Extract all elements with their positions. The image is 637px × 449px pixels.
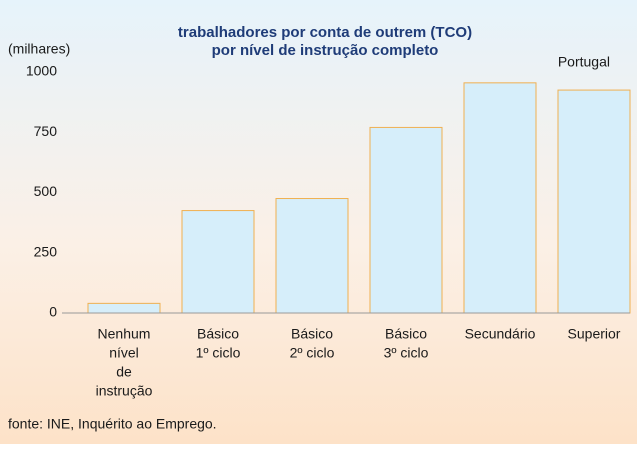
source: fonte: INE, Inquérito ao Emprego. [8,416,217,432]
bar [275,198,349,314]
x-tick-label: Básico [385,326,427,342]
y-tick-label: 0 [49,304,57,320]
x-tick-label: instrução [96,383,153,399]
bar [87,302,161,314]
chart-title: trabalhadores por conta de outrem (TCO) [178,24,472,41]
chart-title: por nível de instrução completo [212,42,439,59]
bar [557,89,631,314]
x-tick-label: Superior [568,326,621,342]
y-tick-label: 500 [34,183,58,199]
x-tick-label: Nenhum [98,326,151,342]
y-tick-label: 1000 [26,63,57,79]
x-tick-label: Básico [197,326,239,342]
y-axis-label: (milhares) [8,41,70,57]
x-tick-label: 2º ciclo [290,345,335,361]
bar [181,210,255,314]
x-tick-label: Secundário [465,326,536,342]
x-tick-label: 3º ciclo [384,345,429,361]
x-tick-label: Básico [291,326,333,342]
bar [463,82,537,314]
x-tick-label: nível [109,345,139,361]
bar [369,126,443,314]
x-tick-label: 1º ciclo [196,345,241,361]
annotation: Portugal [558,54,610,70]
x-tick-label: de [116,364,132,380]
y-tick-label: 750 [34,123,58,139]
y-tick-label: 250 [34,243,58,259]
